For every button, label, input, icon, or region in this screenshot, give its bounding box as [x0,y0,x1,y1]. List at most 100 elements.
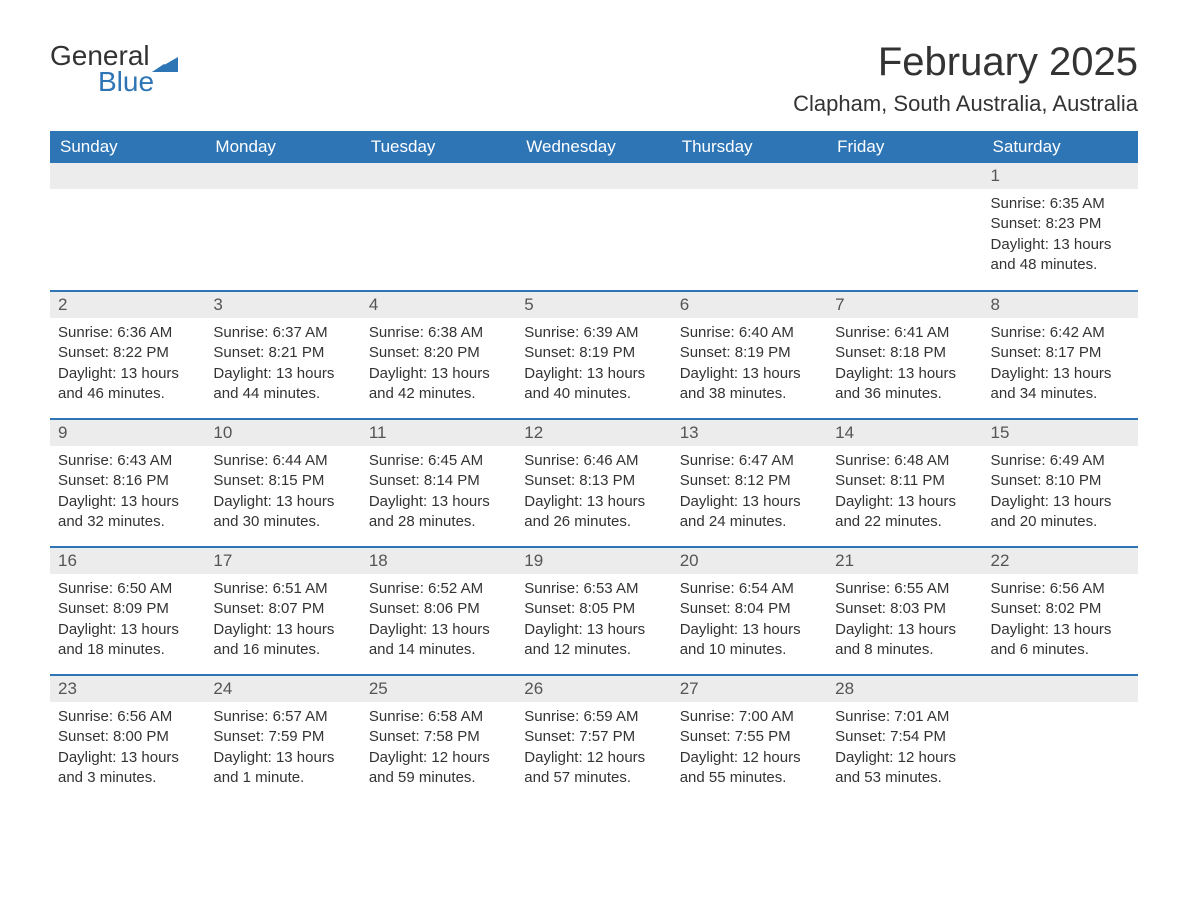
calendar-cell: 4Sunrise: 6:38 AMSunset: 8:20 PMDaylight… [361,291,516,419]
sunrise-text: Sunrise: 7:00 AM [680,707,819,727]
sunset-text: Sunset: 8:10 PM [991,471,1130,491]
sunrise-text: Sunrise: 6:35 AM [991,194,1130,214]
day-number: 2 [50,292,205,318]
day-number: 10 [205,420,360,446]
day-details: Sunrise: 6:40 AMSunset: 8:19 PMDaylight:… [672,318,827,414]
day-number: 22 [983,548,1138,574]
sunset-text: Sunset: 8:04 PM [680,599,819,619]
sunrise-text: Sunrise: 6:55 AM [835,579,974,599]
day-number: 16 [50,548,205,574]
sunset-text: Sunset: 7:57 PM [524,727,663,747]
sunset-text: Sunset: 8:03 PM [835,599,974,619]
day-header: Wednesday [516,131,671,163]
sunset-text: Sunset: 8:11 PM [835,471,974,491]
day-number: 27 [672,676,827,702]
day-number: 9 [50,420,205,446]
calendar-cell: 22Sunrise: 6:56 AMSunset: 8:02 PMDayligh… [983,547,1138,675]
sunset-text: Sunset: 8:09 PM [58,599,197,619]
calendar-cell: 9Sunrise: 6:43 AMSunset: 8:16 PMDaylight… [50,419,205,547]
calendar-cell: 28Sunrise: 7:01 AMSunset: 7:54 PMDayligh… [827,675,982,803]
calendar-cell: 24Sunrise: 6:57 AMSunset: 7:59 PMDayligh… [205,675,360,803]
day-details: Sunrise: 6:35 AMSunset: 8:23 PMDaylight:… [983,189,1138,285]
calendar-cell: 3Sunrise: 6:37 AMSunset: 8:21 PMDaylight… [205,291,360,419]
calendar-cell: 13Sunrise: 6:47 AMSunset: 8:12 PMDayligh… [672,419,827,547]
calendar-cell: 18Sunrise: 6:52 AMSunset: 8:06 PMDayligh… [361,547,516,675]
day-number: 26 [516,676,671,702]
day-number [361,163,516,189]
daylight-text: Daylight: 13 hours and 8 minutes. [835,620,974,661]
calendar-cell [827,163,982,291]
day-details: Sunrise: 6:44 AMSunset: 8:15 PMDaylight:… [205,446,360,542]
day-details: Sunrise: 6:56 AMSunset: 8:00 PMDaylight:… [50,702,205,798]
sunset-text: Sunset: 8:14 PM [369,471,508,491]
calendar-cell [672,163,827,291]
day-number [827,163,982,189]
sunset-text: Sunset: 8:19 PM [524,343,663,363]
daylight-text: Daylight: 13 hours and 18 minutes. [58,620,197,661]
daylight-text: Daylight: 13 hours and 34 minutes. [991,364,1130,405]
daylight-text: Daylight: 13 hours and 6 minutes. [991,620,1130,661]
daylight-text: Daylight: 13 hours and 26 minutes. [524,492,663,533]
sunset-text: Sunset: 8:00 PM [58,727,197,747]
day-details: Sunrise: 6:49 AMSunset: 8:10 PMDaylight:… [983,446,1138,542]
calendar-cell: 15Sunrise: 6:49 AMSunset: 8:10 PMDayligh… [983,419,1138,547]
day-header: Monday [205,131,360,163]
day-header: Sunday [50,131,205,163]
sunrise-text: Sunrise: 6:50 AM [58,579,197,599]
sunrise-text: Sunrise: 6:57 AM [213,707,352,727]
day-details: Sunrise: 6:52 AMSunset: 8:06 PMDaylight:… [361,574,516,670]
day-header: Friday [827,131,982,163]
daylight-text: Daylight: 13 hours and 40 minutes. [524,364,663,405]
day-number: 13 [672,420,827,446]
calendar-cell: 2Sunrise: 6:36 AMSunset: 8:22 PMDaylight… [50,291,205,419]
day-header: Thursday [672,131,827,163]
header: General Blue February 2025 Clapham, Sout… [50,40,1138,117]
title-block: February 2025 Clapham, South Australia, … [793,40,1138,117]
sunrise-text: Sunrise: 6:47 AM [680,451,819,471]
day-details: Sunrise: 6:39 AMSunset: 8:19 PMDaylight:… [516,318,671,414]
daylight-text: Daylight: 13 hours and 46 minutes. [58,364,197,405]
day-details: Sunrise: 6:41 AMSunset: 8:18 PMDaylight:… [827,318,982,414]
day-number: 18 [361,548,516,574]
day-number: 15 [983,420,1138,446]
sunset-text: Sunset: 7:59 PM [213,727,352,747]
daylight-text: Daylight: 13 hours and 44 minutes. [213,364,352,405]
day-details: Sunrise: 6:56 AMSunset: 8:02 PMDaylight:… [983,574,1138,670]
calendar-week: 9Sunrise: 6:43 AMSunset: 8:16 PMDaylight… [50,419,1138,547]
calendar-cell: 10Sunrise: 6:44 AMSunset: 8:15 PMDayligh… [205,419,360,547]
day-details: Sunrise: 6:48 AMSunset: 8:11 PMDaylight:… [827,446,982,542]
sunrise-text: Sunrise: 6:39 AM [524,323,663,343]
day-header: Saturday [983,131,1138,163]
day-number: 23 [50,676,205,702]
daylight-text: Daylight: 13 hours and 14 minutes. [369,620,508,661]
daylight-text: Daylight: 13 hours and 32 minutes. [58,492,197,533]
day-number: 20 [672,548,827,574]
day-details: Sunrise: 6:59 AMSunset: 7:57 PMDaylight:… [516,702,671,798]
sunset-text: Sunset: 8:17 PM [991,343,1130,363]
calendar-cell: 17Sunrise: 6:51 AMSunset: 8:07 PMDayligh… [205,547,360,675]
day-details: Sunrise: 6:53 AMSunset: 8:05 PMDaylight:… [516,574,671,670]
calendar-cell: 20Sunrise: 6:54 AMSunset: 8:04 PMDayligh… [672,547,827,675]
daylight-text: Daylight: 13 hours and 22 minutes. [835,492,974,533]
calendar-cell: 12Sunrise: 6:46 AMSunset: 8:13 PMDayligh… [516,419,671,547]
day-details: Sunrise: 6:37 AMSunset: 8:21 PMDaylight:… [205,318,360,414]
daylight-text: Daylight: 12 hours and 57 minutes. [524,748,663,789]
day-details: Sunrise: 6:47 AMSunset: 8:12 PMDaylight:… [672,446,827,542]
flag-icon [152,54,178,72]
sunset-text: Sunset: 8:19 PM [680,343,819,363]
sunrise-text: Sunrise: 6:53 AM [524,579,663,599]
calendar-cell [983,675,1138,803]
day-number: 24 [205,676,360,702]
sunset-text: Sunset: 8:02 PM [991,599,1130,619]
brand-logo: General Blue [50,40,178,98]
sunrise-text: Sunrise: 6:58 AM [369,707,508,727]
sunrise-text: Sunrise: 6:43 AM [58,451,197,471]
brand-word-2: Blue [98,66,154,98]
day-number: 8 [983,292,1138,318]
calendar-cell [361,163,516,291]
calendar-cell: 26Sunrise: 6:59 AMSunset: 7:57 PMDayligh… [516,675,671,803]
day-header: Tuesday [361,131,516,163]
calendar-cell: 14Sunrise: 6:48 AMSunset: 8:11 PMDayligh… [827,419,982,547]
daylight-text: Daylight: 13 hours and 36 minutes. [835,364,974,405]
daylight-text: Daylight: 13 hours and 38 minutes. [680,364,819,405]
